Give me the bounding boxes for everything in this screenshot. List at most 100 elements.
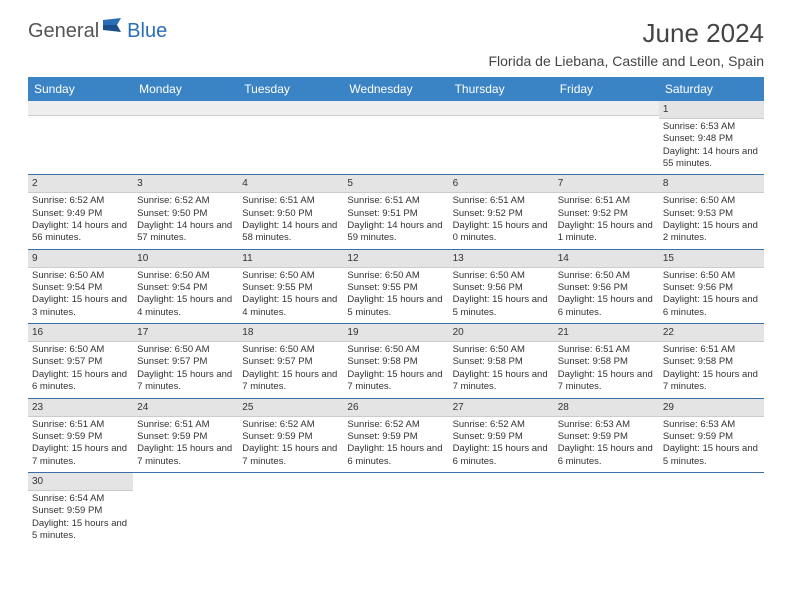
day-details: Sunrise: 6:51 AMSunset: 9:58 PMDaylight:…	[659, 342, 764, 397]
day-number: 2	[28, 175, 133, 193]
day-number: 7	[554, 175, 659, 193]
day-number: 1	[659, 101, 764, 119]
calendar-cell: 8Sunrise: 6:50 AMSunset: 9:53 PMDaylight…	[659, 175, 764, 249]
calendar-cell: 29Sunrise: 6:53 AMSunset: 9:59 PMDayligh…	[659, 398, 764, 472]
calendar-cell: 4Sunrise: 6:51 AMSunset: 9:50 PMDaylight…	[238, 175, 343, 249]
calendar-cell	[343, 101, 448, 175]
calendar-cell	[343, 472, 448, 546]
day-number: 9	[28, 250, 133, 268]
day-number: 27	[449, 399, 554, 417]
title-block: June 2024 Florida de Liebana, Castille a…	[488, 18, 764, 69]
day-details: Sunrise: 6:50 AMSunset: 9:53 PMDaylight:…	[659, 193, 764, 248]
day-number: 5	[343, 175, 448, 193]
day-number: 30	[28, 473, 133, 491]
day-details: Sunrise: 6:53 AMSunset: 9:59 PMDaylight:…	[659, 417, 764, 472]
calendar-cell: 5Sunrise: 6:51 AMSunset: 9:51 PMDaylight…	[343, 175, 448, 249]
calendar-cell	[133, 101, 238, 175]
calendar-cell: 7Sunrise: 6:51 AMSunset: 9:52 PMDaylight…	[554, 175, 659, 249]
calendar-cell: 19Sunrise: 6:50 AMSunset: 9:58 PMDayligh…	[343, 324, 448, 398]
day-details: Sunrise: 6:53 AMSunset: 9:48 PMDaylight:…	[659, 119, 764, 174]
calendar-cell: 13Sunrise: 6:50 AMSunset: 9:56 PMDayligh…	[449, 249, 554, 323]
day-number: 14	[554, 250, 659, 268]
calendar-cell	[238, 101, 343, 175]
day-number: 22	[659, 324, 764, 342]
calendar-row: 1Sunrise: 6:53 AMSunset: 9:48 PMDaylight…	[28, 101, 764, 175]
day-header: Thursday	[449, 77, 554, 101]
calendar-row: 2Sunrise: 6:52 AMSunset: 9:49 PMDaylight…	[28, 175, 764, 249]
day-details: Sunrise: 6:50 AMSunset: 9:54 PMDaylight:…	[28, 268, 133, 323]
day-number: 23	[28, 399, 133, 417]
month-title: June 2024	[488, 18, 764, 49]
calendar-cell: 1Sunrise: 6:53 AMSunset: 9:48 PMDaylight…	[659, 101, 764, 175]
day-details: Sunrise: 6:52 AMSunset: 9:49 PMDaylight:…	[28, 193, 133, 248]
calendar-cell: 6Sunrise: 6:51 AMSunset: 9:52 PMDaylight…	[449, 175, 554, 249]
day-number: 21	[554, 324, 659, 342]
calendar-cell: 11Sunrise: 6:50 AMSunset: 9:55 PMDayligh…	[238, 249, 343, 323]
day-header: Saturday	[659, 77, 764, 101]
calendar-body: 1Sunrise: 6:53 AMSunset: 9:48 PMDaylight…	[28, 101, 764, 546]
day-details: Sunrise: 6:50 AMSunset: 9:56 PMDaylight:…	[659, 268, 764, 323]
calendar-table: Sunday Monday Tuesday Wednesday Thursday…	[28, 77, 764, 546]
day-details: Sunrise: 6:51 AMSunset: 9:52 PMDaylight:…	[554, 193, 659, 248]
day-number: 16	[28, 324, 133, 342]
calendar-cell: 23Sunrise: 6:51 AMSunset: 9:59 PMDayligh…	[28, 398, 133, 472]
flag-icon	[103, 18, 125, 37]
day-number: 6	[449, 175, 554, 193]
day-header: Wednesday	[343, 77, 448, 101]
day-number: 26	[343, 399, 448, 417]
calendar-cell: 15Sunrise: 6:50 AMSunset: 9:56 PMDayligh…	[659, 249, 764, 323]
day-number: 13	[449, 250, 554, 268]
calendar-cell: 20Sunrise: 6:50 AMSunset: 9:58 PMDayligh…	[449, 324, 554, 398]
day-number: 17	[133, 324, 238, 342]
day-details: Sunrise: 6:52 AMSunset: 9:59 PMDaylight:…	[449, 417, 554, 472]
day-number: 4	[238, 175, 343, 193]
day-number: 10	[133, 250, 238, 268]
calendar-cell	[659, 472, 764, 546]
day-details: Sunrise: 6:50 AMSunset: 9:58 PMDaylight:…	[449, 342, 554, 397]
day-details: Sunrise: 6:50 AMSunset: 9:54 PMDaylight:…	[133, 268, 238, 323]
calendar-cell	[238, 472, 343, 546]
day-details: Sunrise: 6:51 AMSunset: 9:51 PMDaylight:…	[343, 193, 448, 248]
day-number: 18	[238, 324, 343, 342]
calendar-cell: 26Sunrise: 6:52 AMSunset: 9:59 PMDayligh…	[343, 398, 448, 472]
day-details: Sunrise: 6:51 AMSunset: 9:52 PMDaylight:…	[449, 193, 554, 248]
calendar-row: 23Sunrise: 6:51 AMSunset: 9:59 PMDayligh…	[28, 398, 764, 472]
day-number: 3	[133, 175, 238, 193]
day-number: 12	[343, 250, 448, 268]
calendar-cell: 3Sunrise: 6:52 AMSunset: 9:50 PMDaylight…	[133, 175, 238, 249]
calendar-cell	[28, 101, 133, 175]
day-details: Sunrise: 6:51 AMSunset: 9:59 PMDaylight:…	[133, 417, 238, 472]
day-details: Sunrise: 6:54 AMSunset: 9:59 PMDaylight:…	[28, 491, 133, 546]
calendar-row: 30Sunrise: 6:54 AMSunset: 9:59 PMDayligh…	[28, 472, 764, 546]
logo-text-blue: Blue	[127, 20, 167, 43]
day-details: Sunrise: 6:51 AMSunset: 9:58 PMDaylight:…	[554, 342, 659, 397]
logo-text-general: General	[28, 20, 99, 43]
calendar-cell: 27Sunrise: 6:52 AMSunset: 9:59 PMDayligh…	[449, 398, 554, 472]
day-header: Monday	[133, 77, 238, 101]
day-number: 24	[133, 399, 238, 417]
calendar-cell: 12Sunrise: 6:50 AMSunset: 9:55 PMDayligh…	[343, 249, 448, 323]
day-details: Sunrise: 6:50 AMSunset: 9:57 PMDaylight:…	[28, 342, 133, 397]
day-header: Tuesday	[238, 77, 343, 101]
calendar-cell: 21Sunrise: 6:51 AMSunset: 9:58 PMDayligh…	[554, 324, 659, 398]
calendar-cell: 2Sunrise: 6:52 AMSunset: 9:49 PMDaylight…	[28, 175, 133, 249]
day-details: Sunrise: 6:51 AMSunset: 9:50 PMDaylight:…	[238, 193, 343, 248]
day-details: Sunrise: 6:50 AMSunset: 9:57 PMDaylight:…	[238, 342, 343, 397]
calendar-cell: 9Sunrise: 6:50 AMSunset: 9:54 PMDaylight…	[28, 249, 133, 323]
calendar-cell: 30Sunrise: 6:54 AMSunset: 9:59 PMDayligh…	[28, 472, 133, 546]
calendar-cell: 14Sunrise: 6:50 AMSunset: 9:56 PMDayligh…	[554, 249, 659, 323]
day-details: Sunrise: 6:52 AMSunset: 9:50 PMDaylight:…	[133, 193, 238, 248]
day-details: Sunrise: 6:52 AMSunset: 9:59 PMDaylight:…	[343, 417, 448, 472]
day-details: Sunrise: 6:50 AMSunset: 9:58 PMDaylight:…	[343, 342, 448, 397]
calendar-row: 16Sunrise: 6:50 AMSunset: 9:57 PMDayligh…	[28, 324, 764, 398]
day-number: 15	[659, 250, 764, 268]
day-number: 25	[238, 399, 343, 417]
calendar-row: 9Sunrise: 6:50 AMSunset: 9:54 PMDaylight…	[28, 249, 764, 323]
day-details: Sunrise: 6:51 AMSunset: 9:59 PMDaylight:…	[28, 417, 133, 472]
day-header: Sunday	[28, 77, 133, 101]
page: General Blue June 2024 Florida de Lieban…	[0, 0, 792, 564]
calendar-cell: 28Sunrise: 6:53 AMSunset: 9:59 PMDayligh…	[554, 398, 659, 472]
day-details: Sunrise: 6:50 AMSunset: 9:57 PMDaylight:…	[133, 342, 238, 397]
calendar-cell: 18Sunrise: 6:50 AMSunset: 9:57 PMDayligh…	[238, 324, 343, 398]
day-number: 11	[238, 250, 343, 268]
